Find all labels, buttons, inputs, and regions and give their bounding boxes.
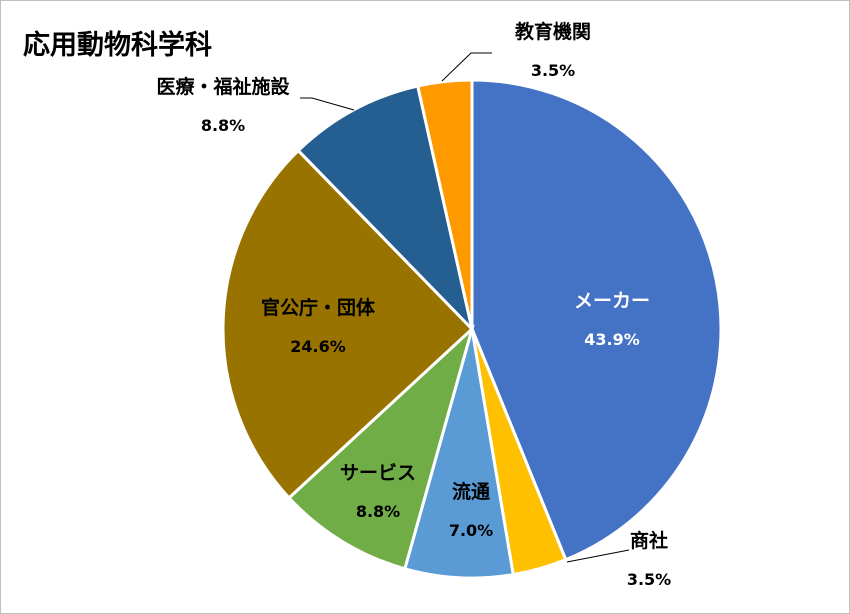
pie-slice-ryutsu xyxy=(403,328,515,580)
slice-percent-ryutsu: 7.0% xyxy=(449,521,493,540)
leader-line-iryo xyxy=(300,97,355,111)
leader-line-kyoiku xyxy=(441,52,492,82)
pie-slice-kankocho xyxy=(221,148,475,501)
slice-percent-kankocho: 24.6% xyxy=(290,337,346,356)
slice-label-maker: メーカー xyxy=(574,290,650,312)
slice-percent-service: 8.8% xyxy=(356,502,400,521)
chart-title: 応用動物科学科 xyxy=(23,30,212,61)
slice-percent-shosha: 3.5% xyxy=(627,570,671,589)
slice-percent-iryo: 8.8% xyxy=(201,116,245,135)
pie-slice-maker xyxy=(470,78,723,562)
pie-slice-kyoiku xyxy=(415,78,474,330)
slice-label-iryo: 医療・福祉施設 xyxy=(156,75,290,98)
pie-slice-service xyxy=(286,324,475,571)
leader-line-shosha xyxy=(566,549,630,563)
slice-percent-kyoiku: 3.5% xyxy=(531,61,575,80)
slice-percent-maker: 43.9% xyxy=(584,330,640,349)
slice-label-service: サービス xyxy=(340,462,416,484)
slice-label-kankocho: 官公庁・団体 xyxy=(261,296,376,319)
slice-label-shosha: 商社 xyxy=(630,529,668,552)
slice-label-ryutsu: 流通 xyxy=(452,480,491,503)
slice-label-kyoiku: 教育機関 xyxy=(515,20,591,43)
